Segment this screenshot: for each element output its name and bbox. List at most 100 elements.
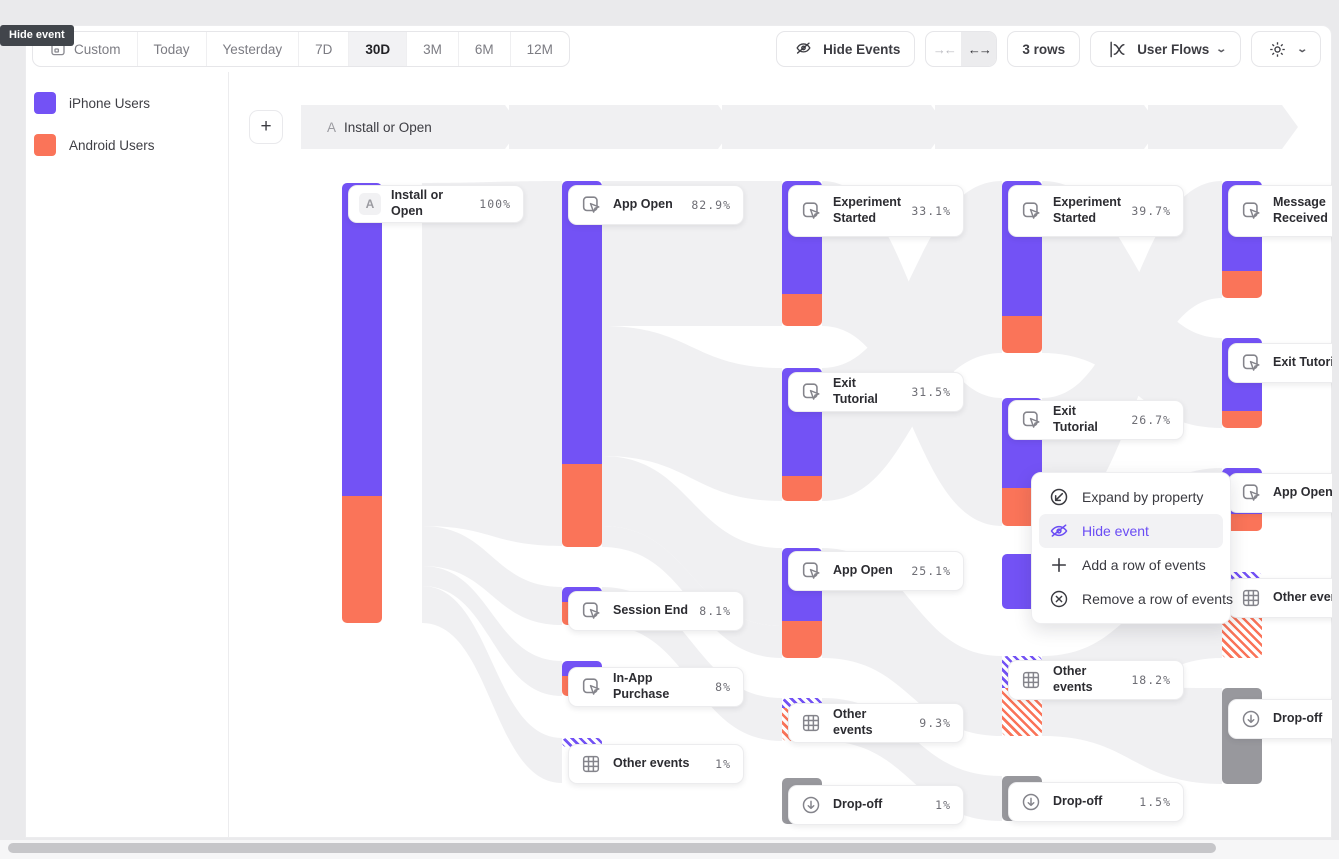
event-icon (799, 559, 823, 583)
step-banner-segment-a[interactable]: A Install or Open (301, 105, 521, 149)
event-card-drop-off[interactable]: Drop-off (1228, 699, 1332, 739)
chart-type-dropdown[interactable]: User Flows ⌄ (1090, 31, 1241, 67)
collapse-columns-button[interactable]: →← (932, 41, 957, 57)
event-icon (579, 675, 603, 699)
event-label: App Open (1273, 485, 1332, 500)
iphone-segment (562, 738, 602, 747)
android-segment (782, 294, 822, 326)
date-range-3m[interactable]: 3M (407, 32, 459, 66)
android-segment (1222, 411, 1262, 428)
horizontal-scrollbar-track[interactable] (0, 840, 1339, 859)
event-card-exit-tutorial[interactable]: Exit Tutorial 31.5% (788, 372, 964, 412)
expand-by-property-icon (1049, 487, 1069, 507)
expand-columns-button[interactable]: ←→ (961, 32, 997, 66)
android-segment (562, 464, 602, 547)
event-percent: 9.3% (919, 716, 951, 730)
flow-node-bar[interactable] (342, 183, 382, 623)
event-icon (1239, 351, 1263, 375)
event-card-other-events[interactable]: Other events 18.2% (1008, 660, 1184, 700)
menu-item-hide-event[interactable]: Hide event (1039, 514, 1223, 548)
date-range-label: 12M (526, 41, 553, 57)
event-icon (799, 380, 823, 404)
flow-node-bar[interactable] (562, 738, 602, 747)
android-segment (1222, 514, 1262, 531)
step-banner-segment-empty[interactable] (935, 105, 1160, 149)
date-range-yesterday[interactable]: Yesterday (207, 32, 300, 66)
other-events-icon (579, 752, 603, 776)
date-range-7d[interactable]: 7D (299, 32, 350, 66)
date-range-6m[interactable]: 6M (459, 32, 511, 66)
step-letter-badge: A (359, 193, 381, 215)
event-card-drop-off[interactable]: Drop-off 1% (788, 785, 964, 825)
menu-item-label: Add a row of events (1082, 557, 1206, 573)
step-prefix: A (327, 119, 337, 135)
event-card-other-events[interactable]: Other events 9.3% (788, 703, 964, 743)
hide-events-button[interactable]: Hide Events (776, 31, 916, 67)
event-card-exit-tutorial[interactable]: Exit Tutorial (1228, 343, 1332, 383)
date-range-12m[interactable]: 12M (511, 32, 569, 66)
date-range-label: 6M (474, 41, 494, 57)
event-icon (579, 599, 603, 623)
rows-count-label: 3 rows (1022, 41, 1066, 57)
step-banner-segment-empty[interactable] (1148, 105, 1298, 149)
event-icon (1019, 199, 1043, 223)
event-card-session-end[interactable]: Session End 8.1% (568, 591, 744, 631)
event-card-in-app-purchase[interactable]: In-App Purchase 8% (568, 667, 744, 707)
chart-type-label: User Flows (1137, 41, 1210, 57)
hide-event-tooltip: Hide event (0, 25, 74, 46)
event-card-other-events[interactable]: Other events 1% (568, 744, 744, 784)
event-label: Experiment Started (833, 195, 902, 225)
settings-dropdown[interactable]: ⌄ (1250, 31, 1321, 67)
toolbar-right: Hide Events →← ←→ 3 rows User Flows ⌄ (776, 31, 1321, 67)
other-events-icon (1239, 586, 1263, 610)
step-banner-segment-empty[interactable] (509, 105, 734, 149)
toolbar: Custom Today Yesterday 7D 30D 3M 6M 12M Hide Ev… (26, 26, 1331, 72)
event-label: Message Received (1273, 195, 1328, 225)
event-card-app-open[interactable]: App Open (1228, 473, 1332, 513)
event-label: In-App Purchase (613, 671, 670, 701)
android-segment (1002, 316, 1042, 353)
event-label: Exit Tutorial (1273, 355, 1332, 370)
event-percent: 82.9% (691, 198, 731, 212)
android-segment (342, 496, 382, 623)
legend-item: Android Users (34, 134, 228, 156)
date-range-picker: Custom Today Yesterday 7D 30D 3M 6M 12M (32, 31, 570, 67)
step-banner-segment-empty[interactable] (722, 105, 947, 149)
event-label: Drop-off (1273, 711, 1323, 726)
date-range-30d[interactable]: 30D (349, 32, 408, 66)
event-icon (579, 193, 603, 217)
menu-item-add-a-row-of-events[interactable]: Add a row of events (1039, 548, 1223, 582)
rows-count-button[interactable]: 3 rows (1007, 31, 1081, 67)
event-percent: 33.1% (911, 204, 951, 218)
add-row-icon (1049, 555, 1069, 575)
date-range-label: 3M (423, 41, 442, 57)
event-card-message-received[interactable]: Message Received (1228, 185, 1332, 237)
drop-off-icon (1019, 790, 1043, 814)
event-card-install-or-open[interactable]: A Install or Open 100% (348, 185, 524, 223)
event-card-app-open[interactable]: App Open 82.9% (568, 185, 744, 225)
event-percent: 25.1% (911, 564, 951, 578)
gear-icon (1266, 37, 1290, 61)
add-step-button[interactable]: + (249, 110, 283, 144)
hide-event-icon (1049, 521, 1069, 541)
flow-node-bar[interactable] (562, 181, 602, 547)
event-card-experiment-started[interactable]: Experiment Started 39.7% (1008, 185, 1184, 237)
collapse-expand-toggle: →← ←→ (925, 31, 998, 67)
menu-item-remove-a-row-of-events[interactable]: Remove a row of events (1039, 582, 1233, 616)
event-label: Experiment Started (1053, 195, 1122, 225)
event-card-exit-tutorial[interactable]: Exit Tutorial 26.7% (1008, 400, 1184, 440)
drop-off-icon (799, 793, 823, 817)
event-card-other-events[interactable]: Other events (1228, 578, 1332, 618)
menu-item-expand-by-property[interactable]: Expand by property (1039, 480, 1223, 514)
date-range-label: 30D (365, 41, 391, 57)
event-label: Exit Tutorial (1053, 404, 1098, 434)
event-card-app-open[interactable]: App Open 25.1% (788, 551, 964, 591)
event-card-experiment-started[interactable]: Experiment Started 33.1% (788, 185, 964, 237)
event-card-drop-off[interactable]: Drop-off 1.5% (1008, 782, 1184, 822)
step-banner: A Install or Open (301, 105, 1286, 149)
horizontal-scrollbar-thumb[interactable] (8, 843, 1216, 853)
event-label: App Open (613, 197, 673, 212)
date-range-today[interactable]: Today (138, 32, 207, 66)
event-label: Other events (1273, 590, 1332, 605)
event-percent: 31.5% (911, 385, 951, 399)
